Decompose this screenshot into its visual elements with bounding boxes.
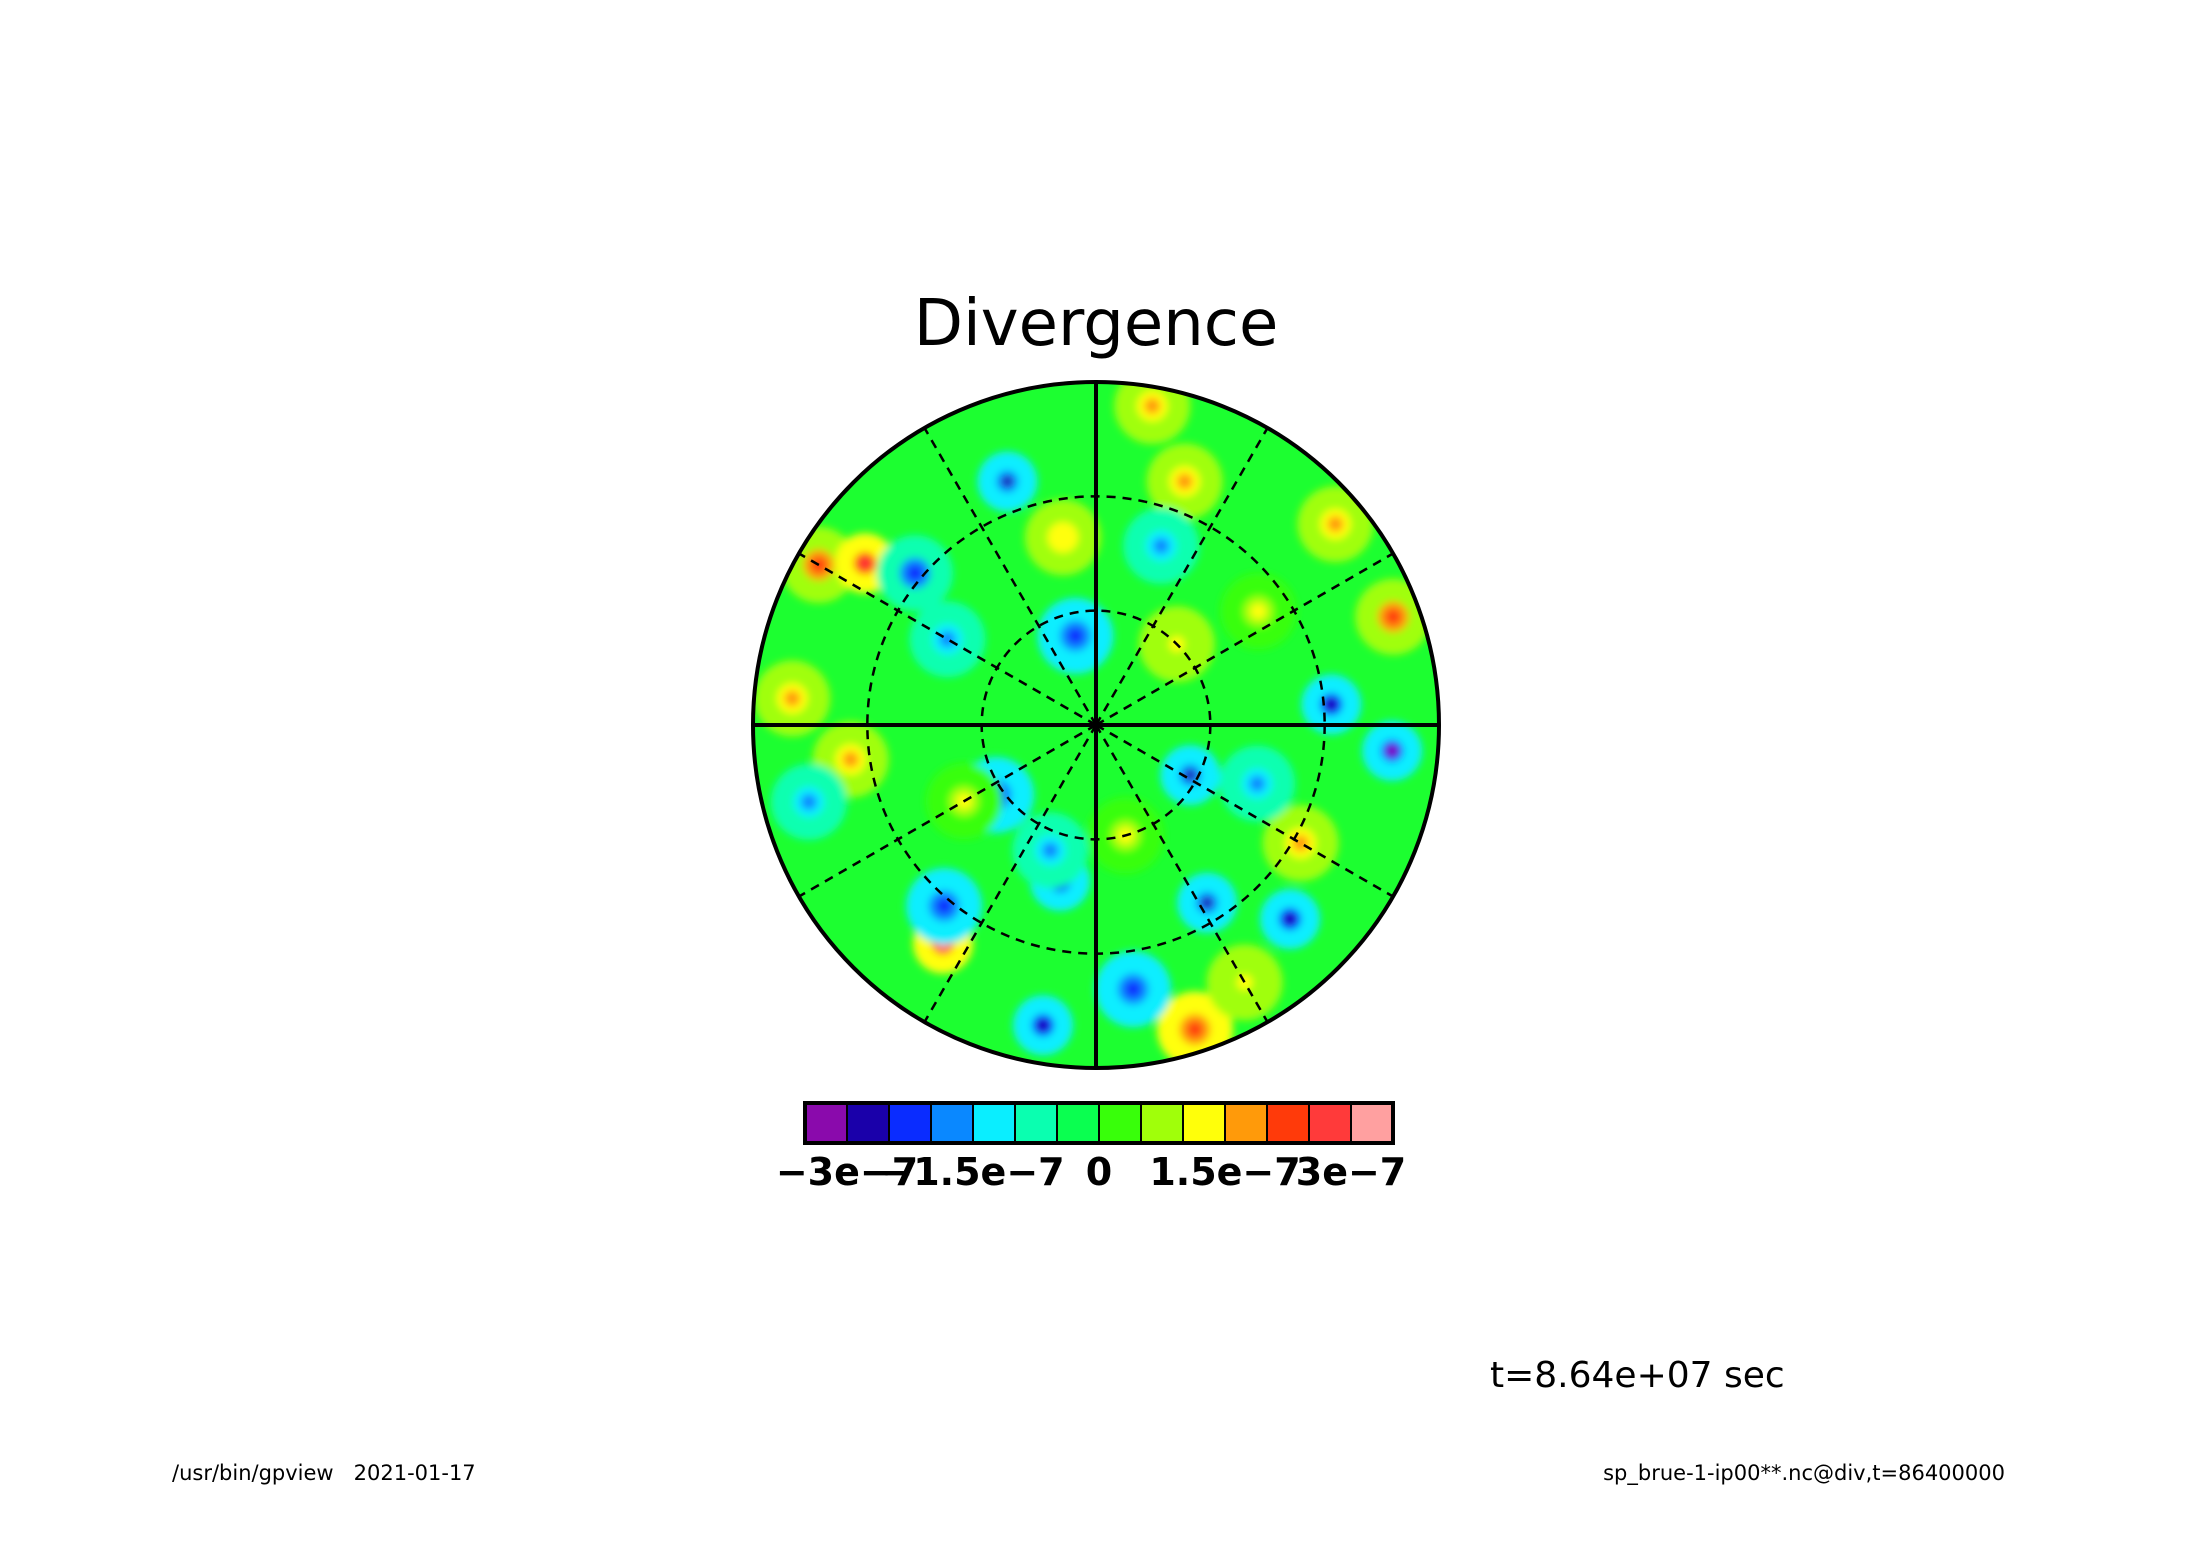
anomaly-core (1250, 603, 1267, 620)
anomaly-core (1284, 913, 1296, 925)
anomaly-core (1125, 981, 1141, 998)
anomaly-core (1292, 835, 1309, 851)
colorbar-cell (930, 1102, 974, 1144)
colorbar-tick-label: −3e−7 (776, 1150, 918, 1194)
colorbar-tick-label: 3e−7 (1296, 1150, 1407, 1194)
anomaly-core (907, 565, 923, 581)
anomaly-core (1236, 974, 1253, 991)
colorbar-tick-label: −1.5e−7 (881, 1150, 1064, 1194)
anomaly-core (936, 898, 952, 914)
anomaly-core (1249, 775, 1265, 792)
footer-left: /usr/bin/gpview 2021-01-17 (172, 1461, 476, 1485)
anomaly-core (1001, 475, 1013, 488)
footer-right: sp_brue-1-ip00**.nc@div,t=86400000 (1603, 1461, 2005, 1486)
anomaly-core (1144, 398, 1161, 414)
anomaly-core (939, 631, 956, 648)
colorbar-cell (1350, 1102, 1394, 1144)
colorbar-cell (1266, 1102, 1310, 1144)
colorbar: −3e−7−1.5e−7 0 1.5e−73e−7 (776, 1101, 1407, 1194)
anomaly-core (1386, 745, 1398, 757)
colorbar-cell (1098, 1102, 1142, 1144)
colorbar-cell (1224, 1102, 1268, 1144)
shading-layer (754, 382, 1432, 1068)
anomaly-core (784, 690, 801, 707)
colorbar-cell (846, 1102, 890, 1144)
colorbar-tick-label: 0 (1086, 1150, 1112, 1194)
colorbar-tick-label: 1.5e−7 (1149, 1150, 1300, 1194)
anomaly-core (1042, 842, 1059, 859)
anomaly-core (1067, 628, 1084, 644)
anomaly-core (859, 557, 871, 569)
polar-map (751, 380, 1441, 1070)
colorbar-cell (804, 1102, 848, 1144)
colorbar-cell (1014, 1102, 1058, 1144)
anomaly-core (1201, 897, 1213, 909)
anomaly-core (1055, 529, 1071, 546)
anomaly-core (1385, 608, 1402, 625)
anomaly-core (801, 794, 817, 810)
colorbar-cell (888, 1102, 932, 1144)
map-boundary (751, 380, 1441, 1070)
anomaly-core (842, 751, 859, 768)
graticule (753, 382, 1439, 1068)
anomaly-core (1176, 473, 1193, 490)
anomaly-core (1037, 1019, 1049, 1031)
colorbar-cell (1056, 1102, 1100, 1144)
time-label: t=8.64e+07 sec (1490, 1355, 1785, 1396)
anomaly-core (1327, 516, 1344, 532)
colorbar-frame (803, 1101, 1395, 1145)
colorbar-cell (972, 1102, 1016, 1144)
anomaly-core (1187, 1021, 1203, 1038)
anomaly-core (1184, 769, 1196, 781)
colorbar-cell (1140, 1102, 1184, 1144)
anomaly-core (1325, 698, 1337, 711)
chart-title: Divergence (914, 287, 1279, 361)
colorbar-cell (1308, 1102, 1352, 1144)
anomaly-core (1153, 538, 1170, 554)
colorbar-cell (1182, 1102, 1226, 1144)
